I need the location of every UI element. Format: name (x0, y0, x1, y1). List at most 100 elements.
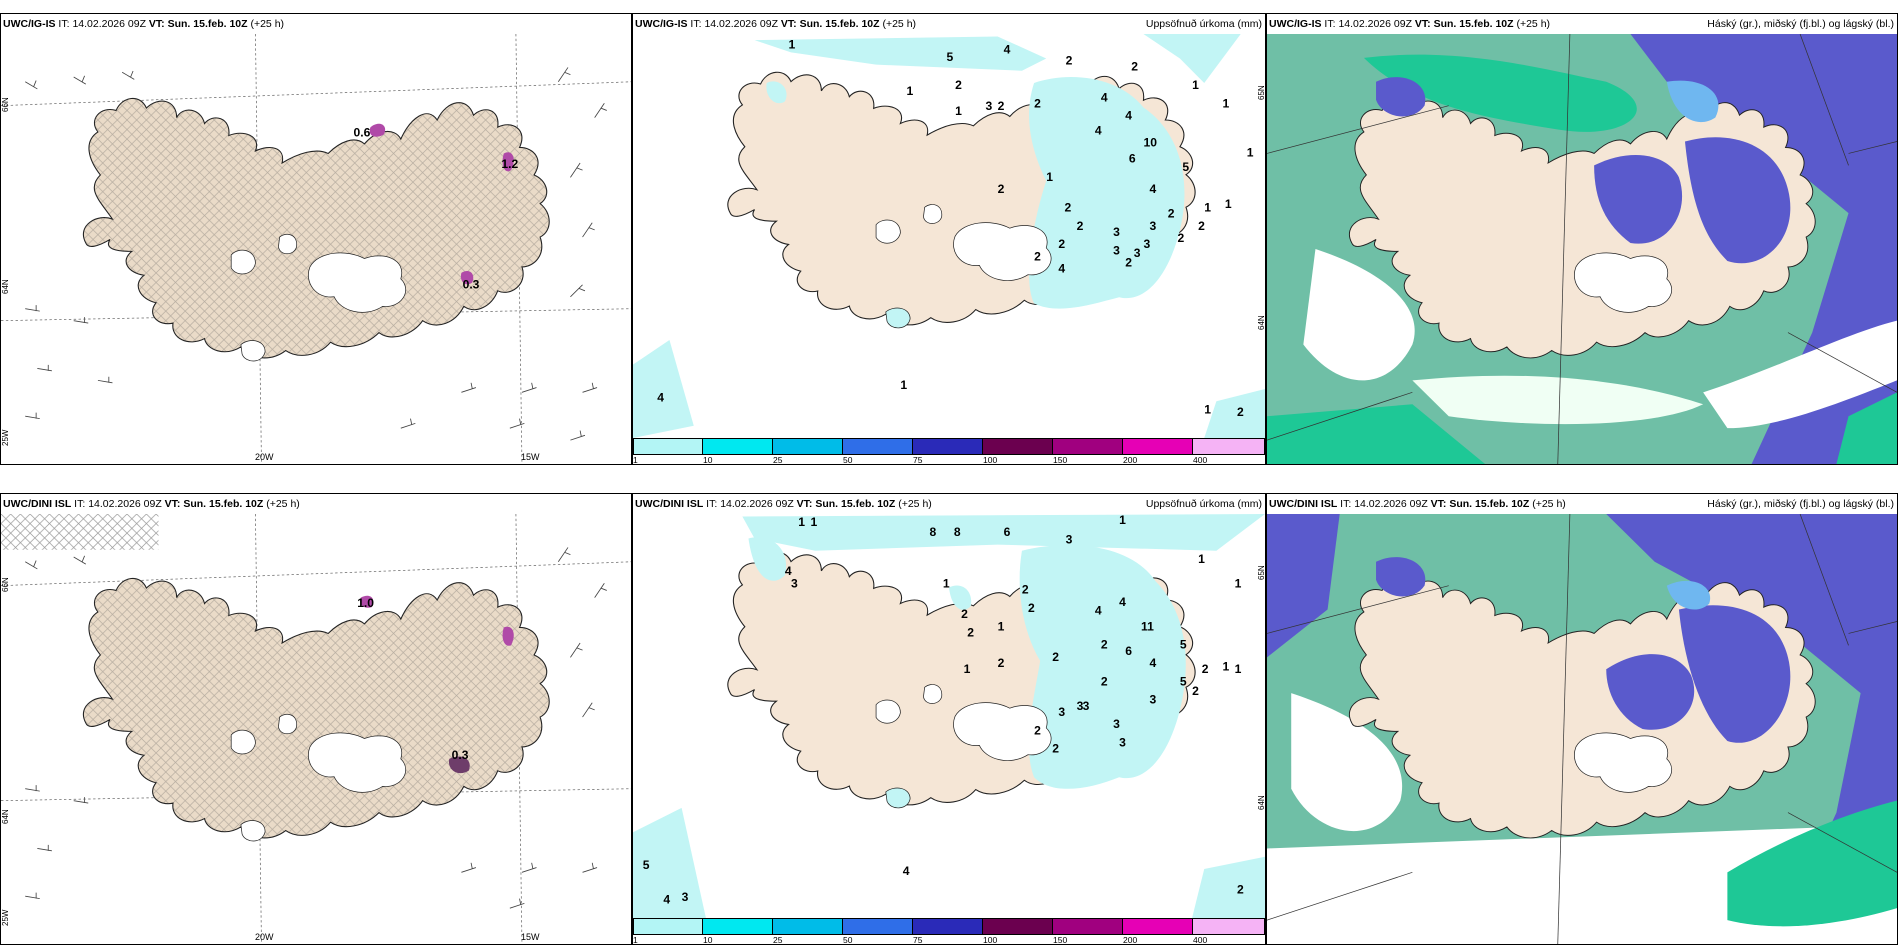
precip-annotation: 1.0 (357, 596, 374, 610)
svg-text:6: 6 (1004, 525, 1011, 539)
svg-text:4: 4 (785, 564, 792, 578)
panel-title: UWC/DINI ISL IT: 14.02.2026 09Z VT: Sun.… (635, 498, 932, 510)
lat-label: 25W (1, 429, 10, 446)
svg-text:2: 2 (1066, 54, 1073, 68)
colorbar-swatch (773, 438, 843, 455)
svg-text:4: 4 (1004, 43, 1011, 57)
svg-text:2: 2 (1034, 249, 1041, 263)
svg-text:2: 2 (1202, 662, 1209, 676)
colorbar-swatch (1123, 438, 1193, 455)
colorbar-tick: 100 (983, 455, 998, 465)
svg-text:4: 4 (1095, 123, 1102, 137)
panel-title: UWC/IG-IS IT: 14.02.2026 09Z VT: Sun. 15… (635, 18, 917, 30)
svg-text:6: 6 (1129, 152, 1136, 166)
svg-text:2: 2 (961, 607, 968, 621)
lat-label: 25W (1, 909, 10, 926)
lat-label: 66N (1, 577, 10, 592)
svg-text:3: 3 (1150, 219, 1157, 233)
colorbar-swatch (913, 918, 983, 935)
svg-text:2: 2 (955, 78, 962, 92)
lat-label: 65N (1257, 85, 1266, 100)
svg-text:1: 1 (1204, 402, 1211, 416)
precip-colorbar: 1 10 25 50 75 100 150 200 400 (633, 918, 1265, 944)
colorbar-swatch (1193, 918, 1265, 935)
svg-text:4: 4 (1095, 603, 1102, 617)
svg-text:2: 2 (1168, 207, 1175, 221)
svg-text:2: 2 (1131, 60, 1138, 74)
colorbar-swatch (773, 918, 843, 935)
colorbar-swatch (983, 438, 1053, 455)
svg-text:2: 2 (998, 182, 1005, 196)
svg-text:1: 1 (900, 378, 907, 392)
svg-text:5: 5 (1182, 160, 1189, 174)
panel-right-title: Háský (gr.), miðský (fj.bl.) og lágský (… (1707, 18, 1894, 30)
svg-text:1: 1 (906, 84, 913, 98)
colorbar-tick: 200 (1123, 455, 1138, 465)
lon-label: 20W (255, 932, 274, 942)
svg-text:1: 1 (964, 662, 971, 676)
map-panel-bottom-right: UWC/DINI ISL IT: 14.02.2026 09Z VT: Sun.… (1266, 493, 1898, 945)
colorbar-swatch (1193, 438, 1265, 455)
svg-text:6: 6 (1125, 644, 1132, 658)
svg-text:1: 1 (1198, 552, 1205, 566)
svg-text:3: 3 (1113, 717, 1120, 731)
svg-text:3: 3 (985, 99, 992, 113)
svg-text:3: 3 (1134, 246, 1141, 260)
colorbar-tick: 50 (843, 455, 853, 465)
colorbar-tick: 400 (1193, 935, 1208, 945)
svg-text:3: 3 (682, 890, 689, 904)
colorbar-tick: 400 (1193, 455, 1208, 465)
map-panel-top-mid: UWC/IG-IS IT: 14.02.2026 09Z VT: Sun. 15… (632, 13, 1266, 465)
svg-text:2: 2 (1237, 882, 1244, 896)
svg-text:1: 1 (1235, 576, 1242, 590)
svg-text:4: 4 (1150, 656, 1157, 670)
precip-annotation: 0.3 (452, 748, 469, 762)
svg-text:3: 3 (1143, 237, 1150, 251)
precip-map: 1 1 8 8 6 3 1 1 1 3 4 2 2 1 2 1 4 4 5 11 (633, 514, 1265, 918)
panel-title: UWC/IG-IS IT: 14.02.2026 09Z VT: Sun. 15… (1269, 18, 1551, 30)
colorbar-swatch (913, 438, 983, 455)
svg-text:1: 1 (998, 619, 1005, 633)
svg-text:2: 2 (1077, 219, 1084, 233)
colorbar-swatch (633, 918, 703, 935)
svg-text:5: 5 (1180, 638, 1187, 652)
svg-text:1: 1 (955, 104, 962, 118)
cloud-map (1267, 514, 1897, 944)
cloud-map (1267, 34, 1897, 464)
svg-text:4: 4 (903, 864, 910, 878)
colorbar-swatch (703, 438, 773, 455)
svg-text:4: 4 (1125, 109, 1132, 123)
svg-text:1: 1 (1222, 96, 1229, 110)
colorbar-tick: 1 (633, 455, 638, 465)
svg-text:5: 5 (1180, 674, 1187, 688)
lon-label: 15W (521, 452, 540, 462)
map-panel-bottom-mid: UWC/DINI ISL IT: 14.02.2026 09Z VT: Sun.… (632, 493, 1266, 945)
colorbar-tick: 75 (913, 455, 923, 465)
panel-right-title: Uppsöfnuð úrkoma (mm) (1145, 498, 1262, 510)
svg-text:2: 2 (1028, 601, 1035, 615)
colorbar-swatch (633, 438, 703, 455)
svg-text:1: 1 (1192, 78, 1199, 92)
svg-text:1: 1 (943, 576, 950, 590)
colorbar-tick: 1 (633, 935, 638, 945)
lat-label: 66N (1, 97, 10, 112)
colorbar-swatch (1053, 918, 1123, 935)
lon-label: 20W (255, 452, 274, 462)
svg-text:2: 2 (1052, 650, 1059, 664)
colorbar-swatch (843, 918, 913, 935)
colorbar-swatch (703, 918, 773, 935)
svg-text:8: 8 (954, 525, 961, 539)
svg-text:3: 3 (1113, 243, 1120, 257)
precip-annotation: 0.6 (354, 126, 371, 140)
svg-text:2: 2 (1034, 723, 1041, 737)
precip-map: 1 5 4 1 2 3 2 1 2 4 4 1 2 2 4 6 10 5 1 2 (633, 34, 1265, 438)
svg-text:5: 5 (947, 50, 954, 64)
svg-text:4: 4 (1119, 595, 1126, 609)
colorbar-tick: 150 (1053, 455, 1068, 465)
svg-text:1: 1 (1247, 145, 1254, 159)
colorbar-swatch (843, 438, 913, 455)
svg-text:2: 2 (998, 99, 1005, 113)
svg-text:4: 4 (1150, 182, 1157, 196)
colorbar-tick: 75 (913, 935, 923, 945)
svg-text:4: 4 (657, 390, 664, 404)
